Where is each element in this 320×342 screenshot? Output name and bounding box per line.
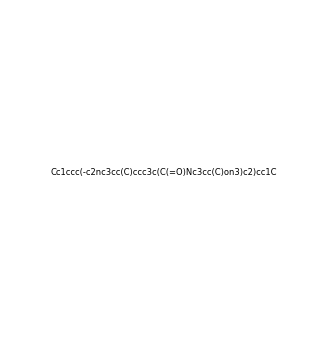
Text: Cc1ccc(-c2nc3cc(C)ccc3c(C(=O)Nc3cc(C)on3)c2)cc1C: Cc1ccc(-c2nc3cc(C)ccc3c(C(=O)Nc3cc(C)on3… bbox=[51, 168, 277, 177]
